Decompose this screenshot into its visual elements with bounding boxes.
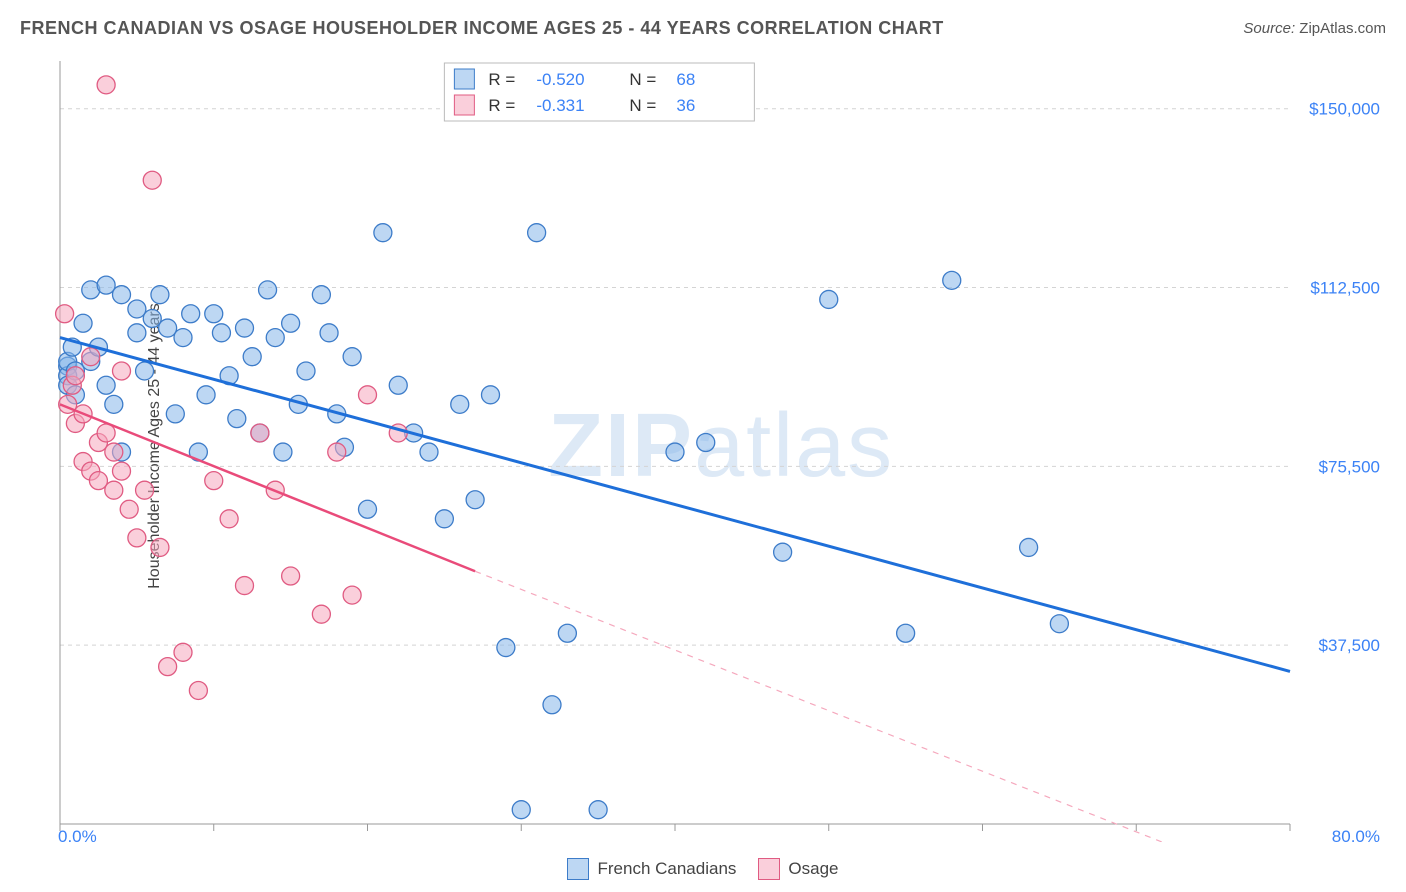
scatter-point <box>182 305 200 323</box>
scatter-point <box>512 801 530 819</box>
scatter-point <box>343 586 361 604</box>
svg-text:$112,500: $112,500 <box>1310 279 1380 298</box>
scatter-point <box>328 443 346 461</box>
scatter-point <box>220 510 238 528</box>
legend-swatch-icon <box>567 858 589 880</box>
regression-extrapolation-osage <box>475 571 1213 842</box>
scatter-point <box>697 434 715 452</box>
svg-text:N =: N = <box>629 96 656 115</box>
scatter-point <box>205 472 223 490</box>
scatter-point <box>297 362 315 380</box>
svg-text:-0.331: -0.331 <box>536 96 584 115</box>
svg-text:N =: N = <box>629 70 656 89</box>
scatter-point <box>374 224 392 242</box>
scatter-point <box>128 529 146 547</box>
scatter-point <box>266 329 284 347</box>
scatter-point <box>320 324 338 342</box>
svg-text:R =: R = <box>488 96 515 115</box>
scatter-point <box>236 319 254 337</box>
legend-swatch-icon <box>758 858 780 880</box>
regression-line-french <box>60 338 1290 672</box>
scatter-point <box>136 481 154 499</box>
scatter-point <box>528 224 546 242</box>
scatter-point <box>159 658 177 676</box>
scatter-point <box>166 405 184 423</box>
svg-text:ZIPatlas: ZIPatlas <box>548 396 894 496</box>
scatter-point <box>74 314 92 332</box>
scatter-point <box>97 76 115 94</box>
scatter-point <box>243 348 261 366</box>
scatter-point <box>174 329 192 347</box>
scatter-point <box>143 171 161 189</box>
scatter-point <box>197 386 215 404</box>
scatter-point <box>343 348 361 366</box>
scatter-point <box>543 696 561 714</box>
scatter-point <box>897 624 915 642</box>
scatter-point <box>1050 615 1068 633</box>
scatter-point <box>497 639 515 657</box>
scatter-point <box>236 577 254 595</box>
svg-text:R =: R = <box>488 70 515 89</box>
scatter-point <box>56 305 74 323</box>
scatter-point <box>113 286 131 304</box>
svg-text:0.0%: 0.0% <box>58 827 97 842</box>
legend-item: French Canadians <box>567 858 736 880</box>
scatter-point <box>251 424 269 442</box>
scatter-point <box>274 443 292 461</box>
scatter-point <box>259 281 277 299</box>
scatter-point <box>105 395 123 413</box>
scatter-point <box>482 386 500 404</box>
scatter-point <box>451 395 469 413</box>
scatter-point <box>312 605 330 623</box>
scatter-point <box>1020 538 1038 556</box>
chart-title: FRENCH CANADIAN VS OSAGE HOUSEHOLDER INC… <box>20 18 944 39</box>
scatter-point <box>97 376 115 394</box>
svg-text:$37,500: $37,500 <box>1319 636 1380 655</box>
legend-label: Osage <box>788 859 838 879</box>
scatter-point <box>435 510 453 528</box>
scatter-point <box>389 376 407 394</box>
scatter-point <box>820 290 838 308</box>
scatter-point <box>105 443 123 461</box>
scatter-point <box>212 324 230 342</box>
scatter-point <box>666 443 684 461</box>
svg-text:$75,500: $75,500 <box>1319 457 1380 476</box>
svg-text:$150,000: $150,000 <box>1309 100 1380 119</box>
scatter-point <box>589 801 607 819</box>
scatter-point <box>228 410 246 428</box>
svg-text:-0.520: -0.520 <box>536 70 584 89</box>
scatter-point <box>359 386 377 404</box>
scatter-point <box>282 567 300 585</box>
scatter-point <box>466 491 484 509</box>
source-label: Source: ZipAtlas.com <box>1243 20 1386 37</box>
scatter-point <box>359 500 377 518</box>
scatter-point <box>205 305 223 323</box>
scatter-point <box>82 348 100 366</box>
scatter-point <box>105 481 123 499</box>
scatter-point <box>282 314 300 332</box>
svg-text:36: 36 <box>676 96 695 115</box>
scatter-point <box>113 462 131 480</box>
scatter-point <box>189 681 207 699</box>
scatter-point <box>66 367 84 385</box>
scatter-point <box>151 538 169 556</box>
scatter-plot: ZIPatlas $37,500 $75,500 $112,500 $150,000 0.… <box>54 55 1386 842</box>
scatter-point <box>420 443 438 461</box>
scatter-point <box>151 286 169 304</box>
scatter-point <box>120 500 138 518</box>
svg-text:80.0%: 80.0% <box>1332 827 1380 842</box>
scatter-point <box>312 286 330 304</box>
legend-label: French Canadians <box>597 859 736 879</box>
scatter-point <box>174 643 192 661</box>
legend-item: Osage <box>758 858 838 880</box>
svg-text:68: 68 <box>676 70 695 89</box>
scatter-point <box>943 271 961 289</box>
scatter-point <box>136 362 154 380</box>
bottom-legend: French Canadians Osage <box>0 858 1406 880</box>
scatter-point <box>774 543 792 561</box>
scatter-point <box>128 324 146 342</box>
scatter-point <box>113 362 131 380</box>
scatter-point <box>558 624 576 642</box>
